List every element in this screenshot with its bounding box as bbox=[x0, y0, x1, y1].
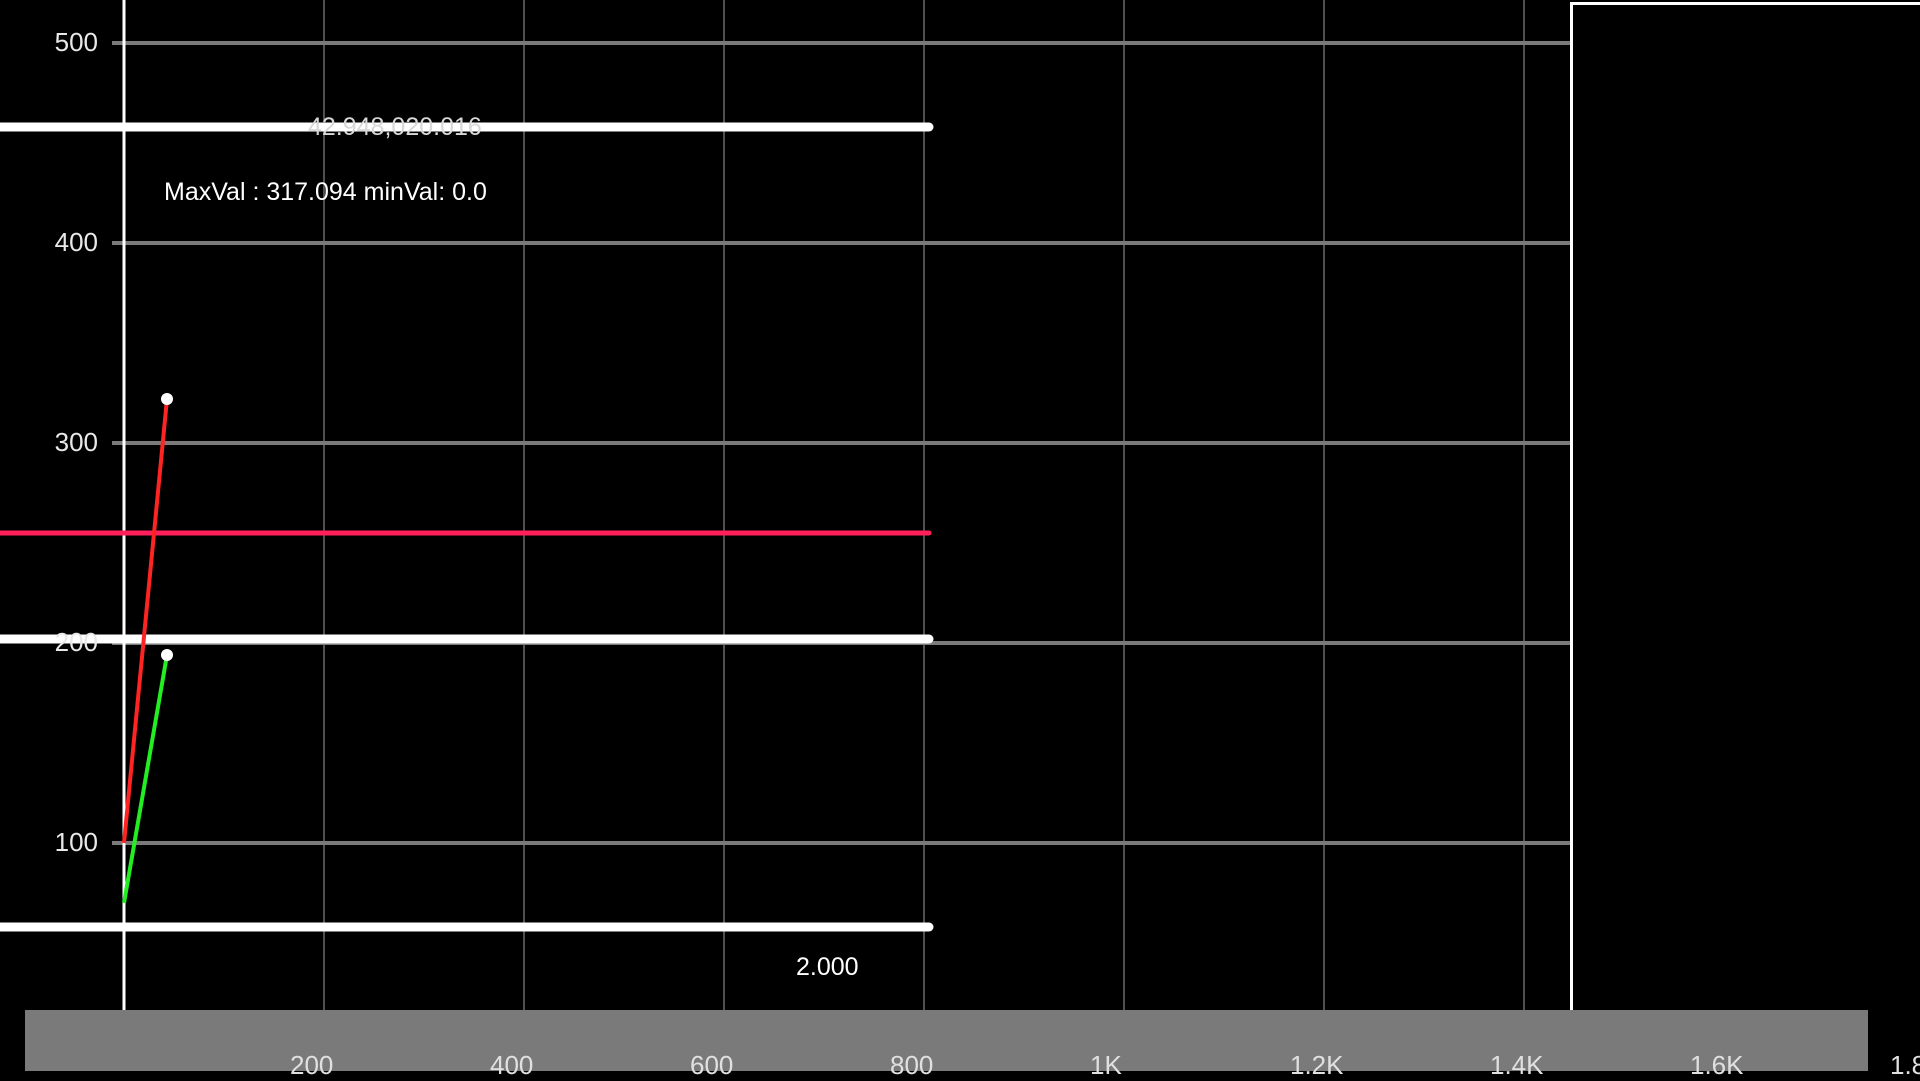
x-tick-label: 1.4K bbox=[1490, 1050, 1544, 1080]
series-line-2 bbox=[122, 654, 169, 904]
bottom-value-label: 2.000 bbox=[796, 953, 859, 981]
x-tick-label: 800 bbox=[890, 1050, 934, 1080]
y-tick-label: 400 bbox=[54, 227, 98, 257]
x-tick-label: 1.6K bbox=[1690, 1050, 1744, 1080]
x-tick-label: 1.8 bbox=[1890, 1050, 1920, 1080]
right-panel bbox=[1570, 2, 1920, 1010]
top-value-label: 42.948,020.016 bbox=[308, 113, 482, 141]
stats-label: MaxVal : 317.094 minVal: 0.0 bbox=[164, 178, 487, 206]
x-axis-bar[interactable] bbox=[25, 1010, 1868, 1071]
y-tick-label: 300 bbox=[54, 427, 98, 457]
y-tick-label: 500 bbox=[54, 27, 98, 57]
series-endpoint-2 bbox=[161, 649, 173, 661]
x-tick-label: 600 bbox=[690, 1050, 734, 1080]
y-tick-label: 100 bbox=[54, 827, 98, 857]
y-tick-label: 200 bbox=[54, 627, 98, 657]
x-tick-label: 400 bbox=[490, 1050, 534, 1080]
x-tick-label: 200 bbox=[290, 1050, 334, 1080]
x-tick-label: 1K bbox=[1090, 1050, 1122, 1080]
series-endpoint-1 bbox=[161, 393, 173, 405]
x-tick-label: 1.2K bbox=[1290, 1050, 1344, 1080]
series-line-1 bbox=[122, 398, 169, 844]
